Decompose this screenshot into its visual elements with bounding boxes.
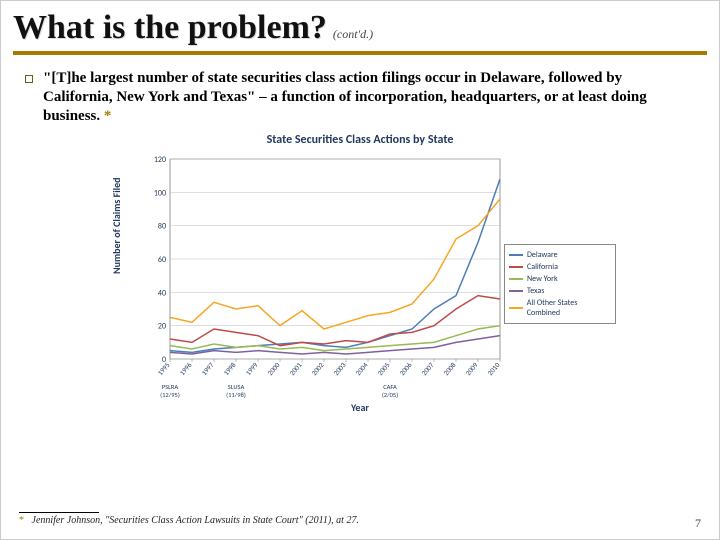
legend-label: California xyxy=(527,262,558,272)
legend-swatch xyxy=(509,307,523,309)
svg-text:120: 120 xyxy=(154,155,166,165)
footnote: * Jennifer Johnson, "Securities Class Ac… xyxy=(19,512,359,527)
svg-text:80: 80 xyxy=(158,222,166,232)
svg-text:1995: 1995 xyxy=(156,360,172,377)
chart-title: State Securities Class Actions by State xyxy=(110,131,610,149)
legend-label: Delaware xyxy=(527,250,558,260)
plot-area: Number of Claims Filed 02040608010012019… xyxy=(130,149,610,399)
x-axis-label: Year xyxy=(110,401,610,414)
title-contd: (cont'd.) xyxy=(333,27,373,42)
svg-text:2006: 2006 xyxy=(398,360,414,377)
legend-swatch xyxy=(509,290,523,292)
svg-text:(2/05): (2/05) xyxy=(382,391,398,399)
svg-text:CAFA: CAFA xyxy=(383,383,397,391)
svg-text:2005: 2005 xyxy=(376,360,392,377)
svg-text:2010: 2010 xyxy=(486,360,502,377)
legend-item: Delaware xyxy=(509,250,611,260)
legend-label: New York xyxy=(527,274,558,284)
body-paragraph: "[T]he largest number of state securitie… xyxy=(43,69,695,125)
svg-text:1998: 1998 xyxy=(222,360,238,377)
svg-text:PSLRA: PSLRA xyxy=(162,383,179,391)
slide-heading: What is the problem? (cont'd.) xyxy=(1,1,719,51)
body-quote: "[T]he largest number of state securitie… xyxy=(43,70,647,124)
chart-legend: Delaware California New York Texas All Other… xyxy=(504,244,616,324)
page-number: 7 xyxy=(695,516,701,531)
legend-label: All Other States Combined xyxy=(527,298,611,318)
title-underline xyxy=(13,51,707,55)
svg-text:2008: 2008 xyxy=(442,360,458,377)
body-asterisk: * xyxy=(104,108,112,124)
svg-text:2003: 2003 xyxy=(332,360,348,377)
svg-text:1997: 1997 xyxy=(200,360,216,377)
svg-text:100: 100 xyxy=(154,189,166,199)
legend-swatch xyxy=(509,266,523,268)
svg-text:2000: 2000 xyxy=(266,360,282,377)
legend-item: All Other States Combined xyxy=(509,298,611,318)
chart-container: State Securities Class Actions by State … xyxy=(110,131,610,414)
svg-text:1999: 1999 xyxy=(244,360,260,377)
svg-text:2009: 2009 xyxy=(464,360,480,377)
legend-item: Texas xyxy=(509,286,611,296)
svg-text:2007: 2007 xyxy=(420,360,436,377)
legend-item: New York xyxy=(509,274,611,284)
svg-text:(11/98): (11/98) xyxy=(226,391,246,399)
svg-text:(12/95): (12/95) xyxy=(160,391,180,399)
svg-text:40: 40 xyxy=(158,289,166,299)
bullet-icon xyxy=(25,75,33,83)
legend-swatch xyxy=(509,278,523,280)
svg-text:2001: 2001 xyxy=(288,360,304,377)
svg-text:1996: 1996 xyxy=(178,360,194,377)
svg-text:2002: 2002 xyxy=(310,360,326,377)
footnote-asterisk: * xyxy=(19,515,24,526)
body-bullet: "[T]he largest number of state securitie… xyxy=(1,65,719,131)
svg-text:SLUSA: SLUSA xyxy=(228,383,245,391)
footnote-rule xyxy=(19,512,99,513)
svg-text:2004: 2004 xyxy=(354,360,370,377)
legend-swatch xyxy=(509,254,523,256)
legend-label: Texas xyxy=(527,286,544,296)
footnote-text: Jennifer Johnson, "Securities Class Acti… xyxy=(32,515,359,526)
legend-item: California xyxy=(509,262,611,272)
svg-text:60: 60 xyxy=(158,255,166,265)
page-title: What is the problem? xyxy=(13,9,327,47)
svg-text:20: 20 xyxy=(158,322,166,332)
